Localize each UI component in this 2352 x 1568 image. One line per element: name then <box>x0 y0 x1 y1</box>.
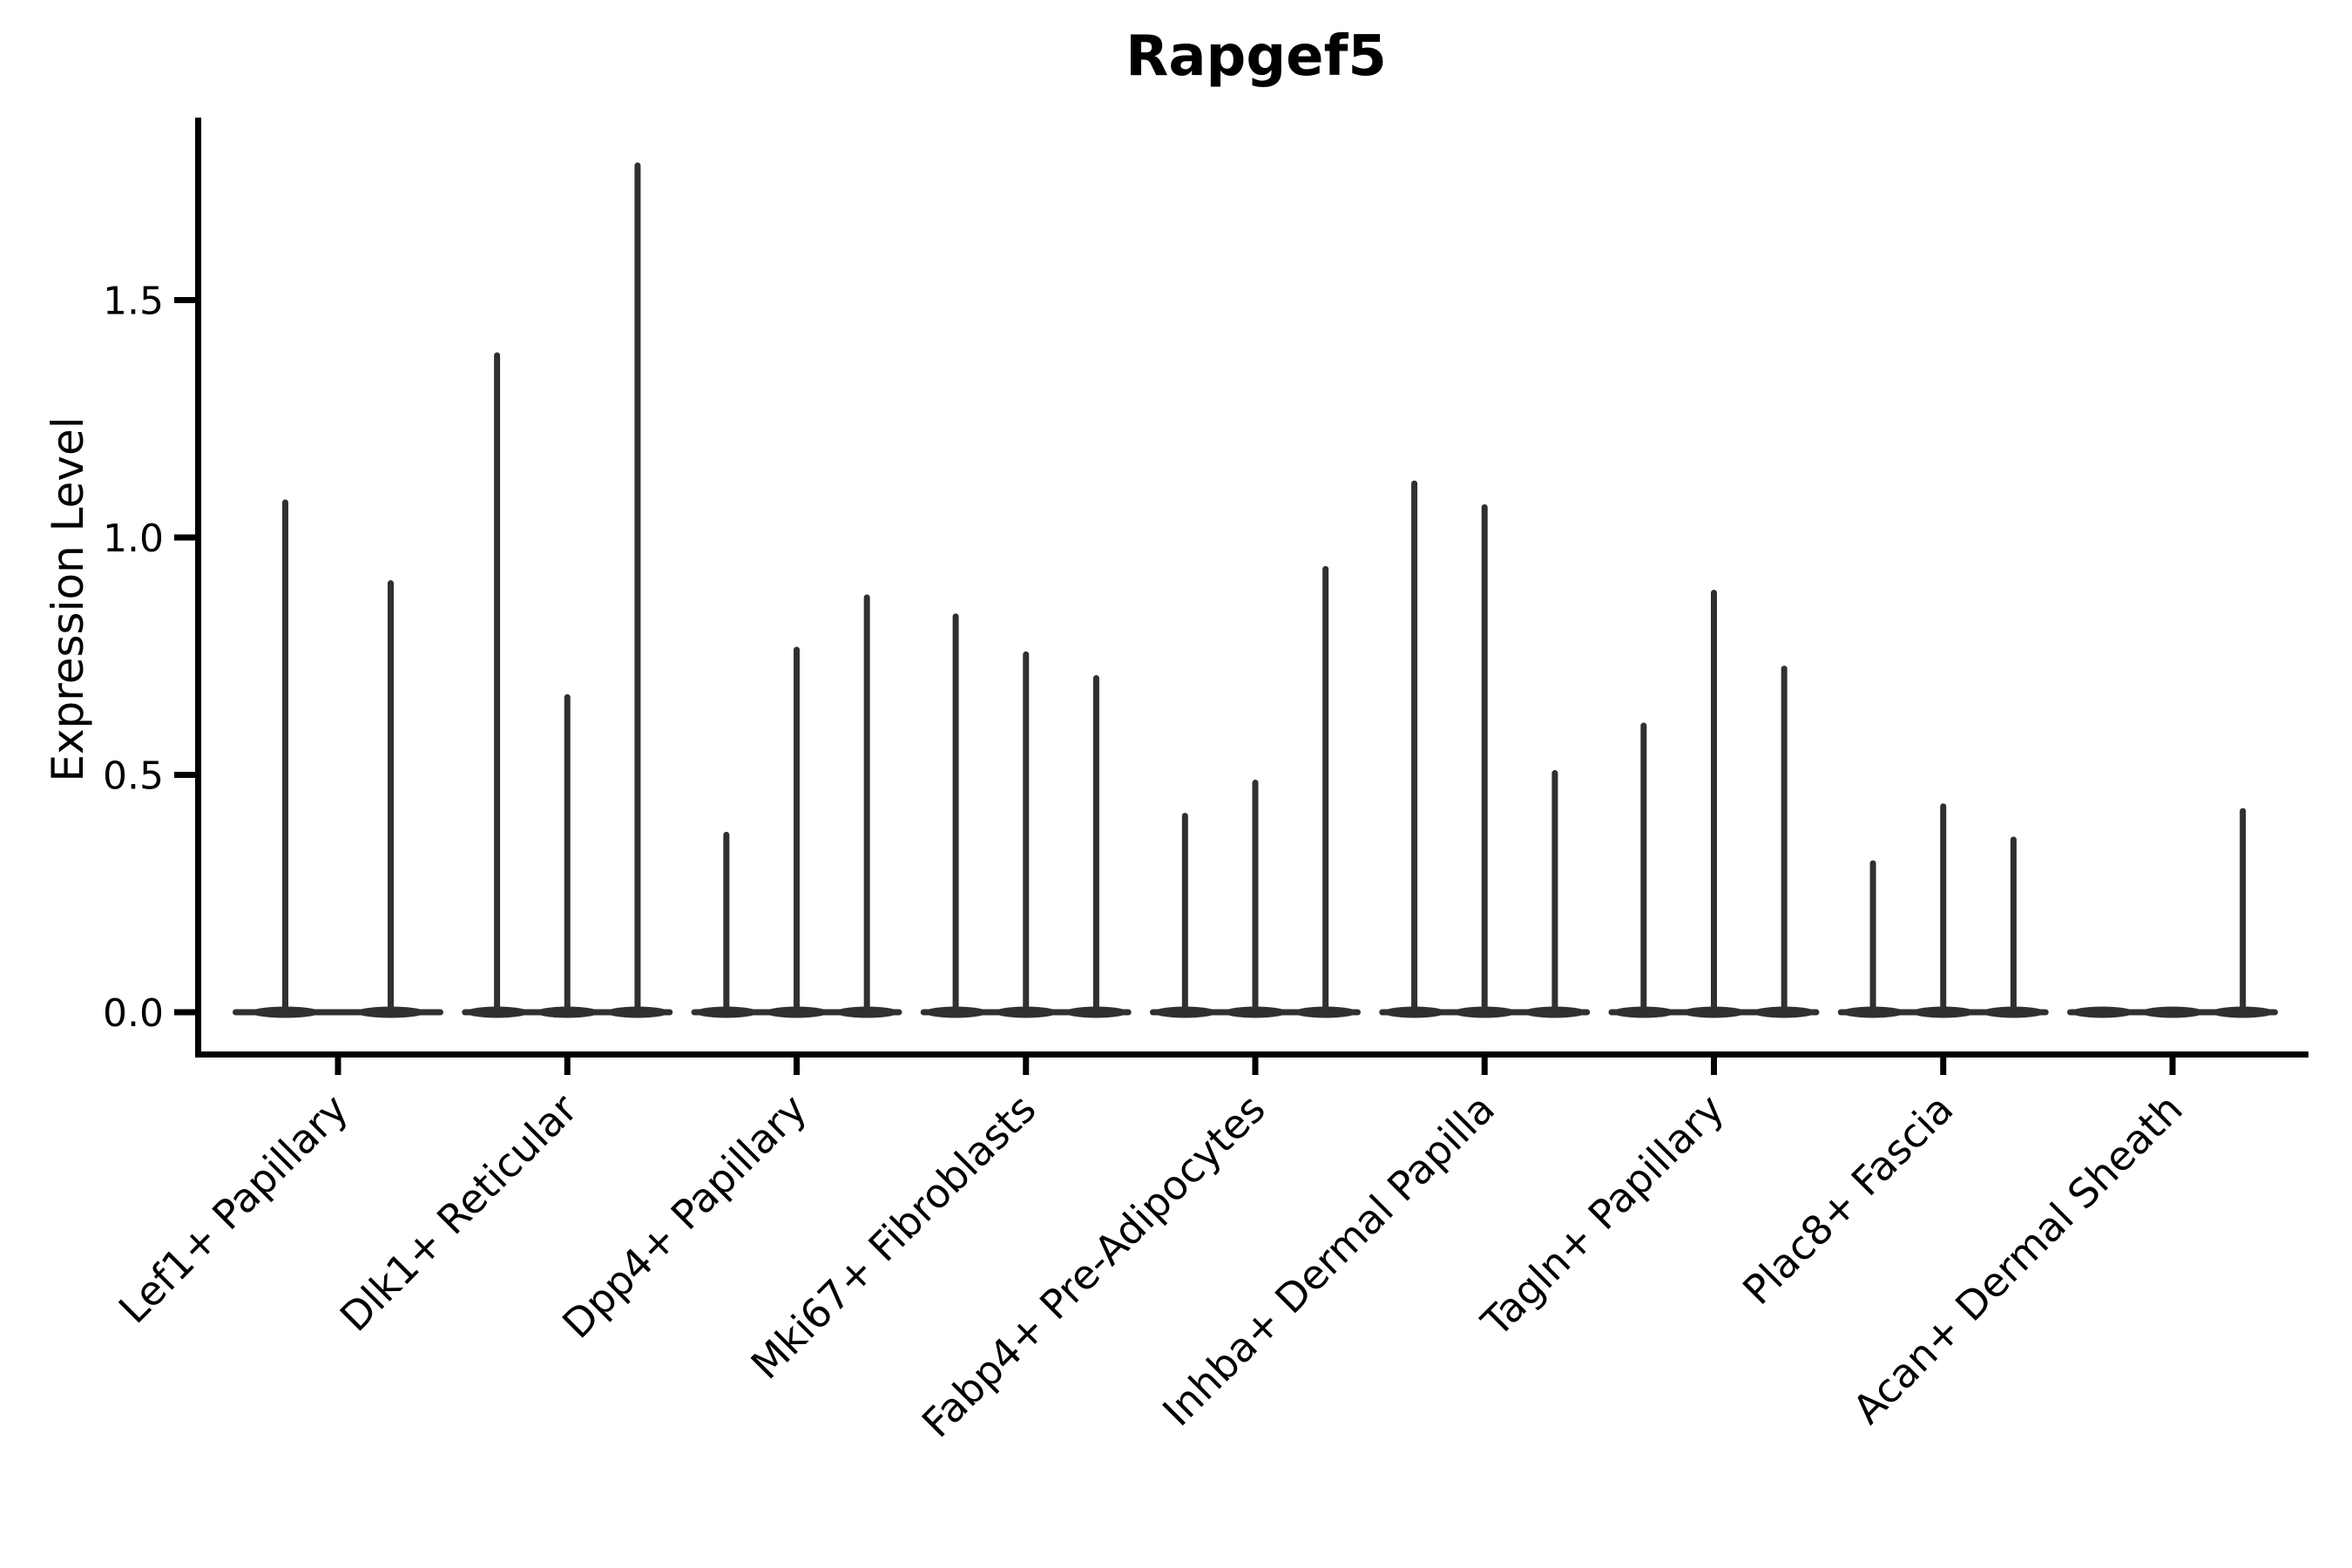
violin-spike <box>863 594 870 1016</box>
y-tick-label: 0.0 <box>103 991 164 1036</box>
x-category-label: Dpp4+ Papillary <box>553 1085 815 1348</box>
violin-spike <box>388 580 394 1016</box>
x-tick <box>1481 1058 1488 1075</box>
violin-spike <box>723 831 730 1016</box>
violin-spike <box>794 646 800 1016</box>
x-tick <box>335 1058 341 1075</box>
violin-spike <box>2240 808 2247 1016</box>
violin-spike <box>1551 770 1558 1016</box>
y-tick <box>174 772 195 778</box>
violin-spike <box>282 499 288 1016</box>
x-tick <box>1023 1058 1030 1075</box>
x-tick <box>1252 1058 1259 1075</box>
x-tick <box>1711 1058 1717 1075</box>
y-tick <box>174 1009 195 1016</box>
y-tick-label: 0.5 <box>103 754 164 798</box>
x-tick <box>564 1058 571 1075</box>
violin-spike <box>564 693 571 1016</box>
x-tick <box>1940 1058 1947 1075</box>
violin-body <box>2140 1006 2205 1018</box>
violin-spike <box>1640 722 1647 1016</box>
violin-spike <box>2010 836 2017 1016</box>
x-category-label: Plac8+ Fascia <box>1734 1085 1962 1314</box>
violin-spike <box>952 613 959 1016</box>
x-axis-spine <box>195 1051 2308 1058</box>
chart-title: Rapgef5 <box>1125 24 1387 89</box>
violin-spike <box>634 162 641 1016</box>
y-axis-spine <box>195 118 201 1058</box>
y-tick <box>174 297 195 303</box>
violin-spike <box>1411 480 1418 1016</box>
x-category-label: Tagln+ Papillary <box>1472 1085 1734 1347</box>
violin-spike <box>1181 813 1188 1016</box>
violin-spike <box>1869 860 1876 1016</box>
x-category-label: Lef1+ Papillary <box>110 1085 357 1333</box>
violin-spike <box>1781 666 1788 1016</box>
violin-spike <box>1092 675 1099 1016</box>
violin-body <box>2071 1006 2134 1018</box>
violin-spike <box>1252 779 1259 1016</box>
violin-spike <box>1711 589 1717 1016</box>
y-tick-label: 1.5 <box>103 279 164 323</box>
y-tick-label: 1.0 <box>103 517 164 561</box>
violin-spike <box>1023 651 1030 1016</box>
violin-spike <box>1481 504 1488 1016</box>
violin-spike <box>1322 565 1329 1016</box>
x-category-label: Dlk1+ Reticular <box>331 1085 586 1341</box>
x-tick <box>794 1058 800 1075</box>
violin-spike <box>1940 803 1947 1016</box>
y-tick <box>174 534 195 541</box>
x-tick <box>2169 1058 2176 1075</box>
violin-spike <box>494 352 501 1016</box>
